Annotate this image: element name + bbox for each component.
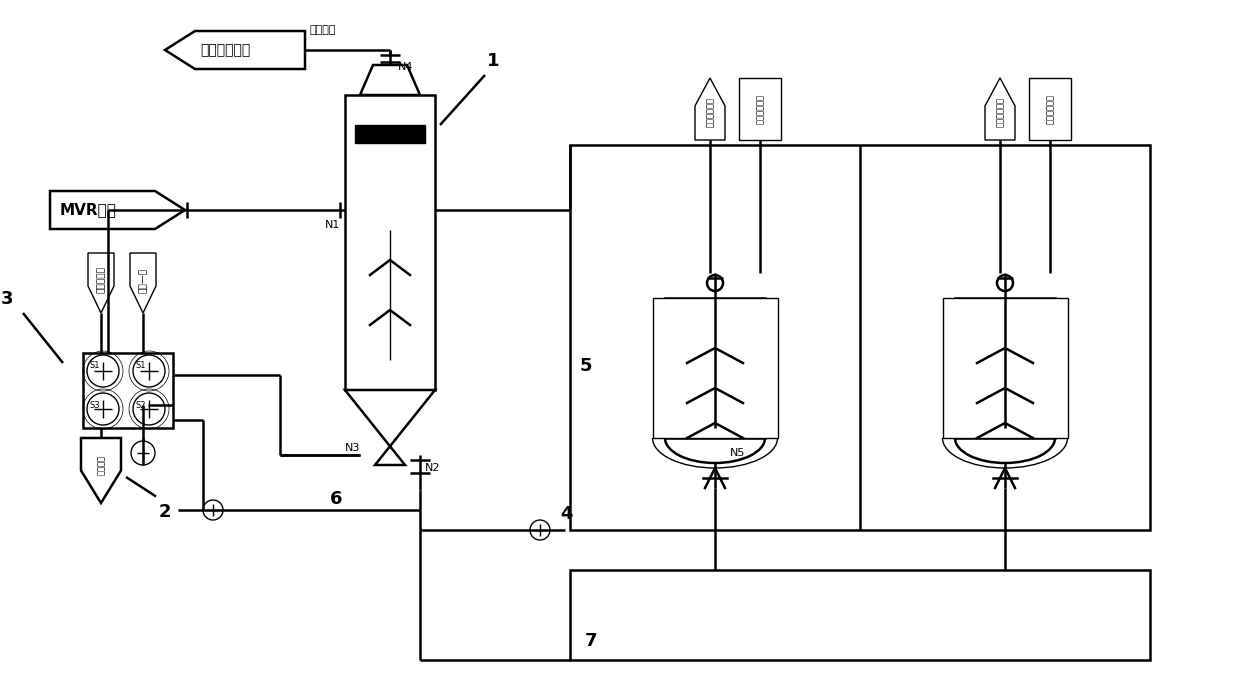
Circle shape bbox=[87, 355, 119, 387]
Text: 第二蒸汽: 第二蒸汽 bbox=[310, 25, 336, 35]
Polygon shape bbox=[985, 78, 1016, 140]
Bar bbox=[653, 298, 777, 438]
Circle shape bbox=[131, 441, 155, 465]
Bar bbox=[955, 298, 1055, 438]
Text: 1: 1 bbox=[487, 52, 500, 70]
Text: 7: 7 bbox=[585, 632, 598, 650]
Text: 打水安全冷凝: 打水安全冷凝 bbox=[996, 97, 1004, 127]
Bar bbox=[570, 570, 1149, 660]
Bar bbox=[570, 145, 1149, 530]
Text: 蒸汽—水: 蒸汽—水 bbox=[139, 268, 148, 293]
Polygon shape bbox=[345, 390, 435, 465]
Bar bbox=[942, 298, 1068, 438]
Circle shape bbox=[529, 520, 551, 540]
Text: 4: 4 bbox=[560, 505, 573, 523]
Polygon shape bbox=[50, 191, 185, 229]
Text: N4: N4 bbox=[398, 62, 413, 72]
Bar bbox=[345, 95, 435, 390]
Polygon shape bbox=[165, 31, 305, 69]
Text: S1: S1 bbox=[135, 360, 146, 370]
Bar bbox=[665, 298, 765, 438]
Text: 护水安全冷凝: 护水安全冷凝 bbox=[1045, 94, 1054, 124]
Circle shape bbox=[133, 355, 165, 387]
Polygon shape bbox=[360, 65, 420, 95]
Text: 去压缩机进口: 去压缩机进口 bbox=[200, 43, 250, 57]
Text: 打水安全冷凝: 打水安全冷凝 bbox=[706, 97, 714, 127]
Bar bbox=[83, 353, 174, 428]
Circle shape bbox=[133, 393, 165, 425]
Polygon shape bbox=[81, 438, 122, 503]
Text: N2: N2 bbox=[425, 463, 440, 473]
Bar bbox=[739, 78, 781, 140]
Circle shape bbox=[87, 393, 119, 425]
Bar bbox=[1029, 78, 1071, 140]
Polygon shape bbox=[130, 253, 156, 313]
Text: 冷凝水出: 冷凝水出 bbox=[97, 455, 105, 475]
Text: 护水安全冷凝: 护水安全冷凝 bbox=[755, 94, 765, 124]
Polygon shape bbox=[694, 78, 725, 140]
Polygon shape bbox=[88, 253, 114, 313]
Text: N3: N3 bbox=[345, 443, 361, 453]
Text: 2: 2 bbox=[159, 503, 171, 521]
Circle shape bbox=[203, 500, 223, 520]
Text: 6: 6 bbox=[330, 490, 342, 508]
Text: 压缩机出口: 压缩机出口 bbox=[97, 266, 105, 293]
Text: S1: S1 bbox=[89, 360, 100, 370]
Circle shape bbox=[707, 275, 723, 291]
Text: 3: 3 bbox=[0, 290, 12, 308]
Text: MVR进料: MVR进料 bbox=[60, 202, 117, 217]
Text: S2: S2 bbox=[135, 400, 146, 409]
Text: N5: N5 bbox=[730, 448, 745, 458]
Text: 5: 5 bbox=[580, 357, 593, 375]
Bar bbox=[355, 125, 425, 143]
Text: S3: S3 bbox=[89, 400, 100, 409]
Text: N1: N1 bbox=[325, 220, 340, 230]
Circle shape bbox=[997, 275, 1013, 291]
